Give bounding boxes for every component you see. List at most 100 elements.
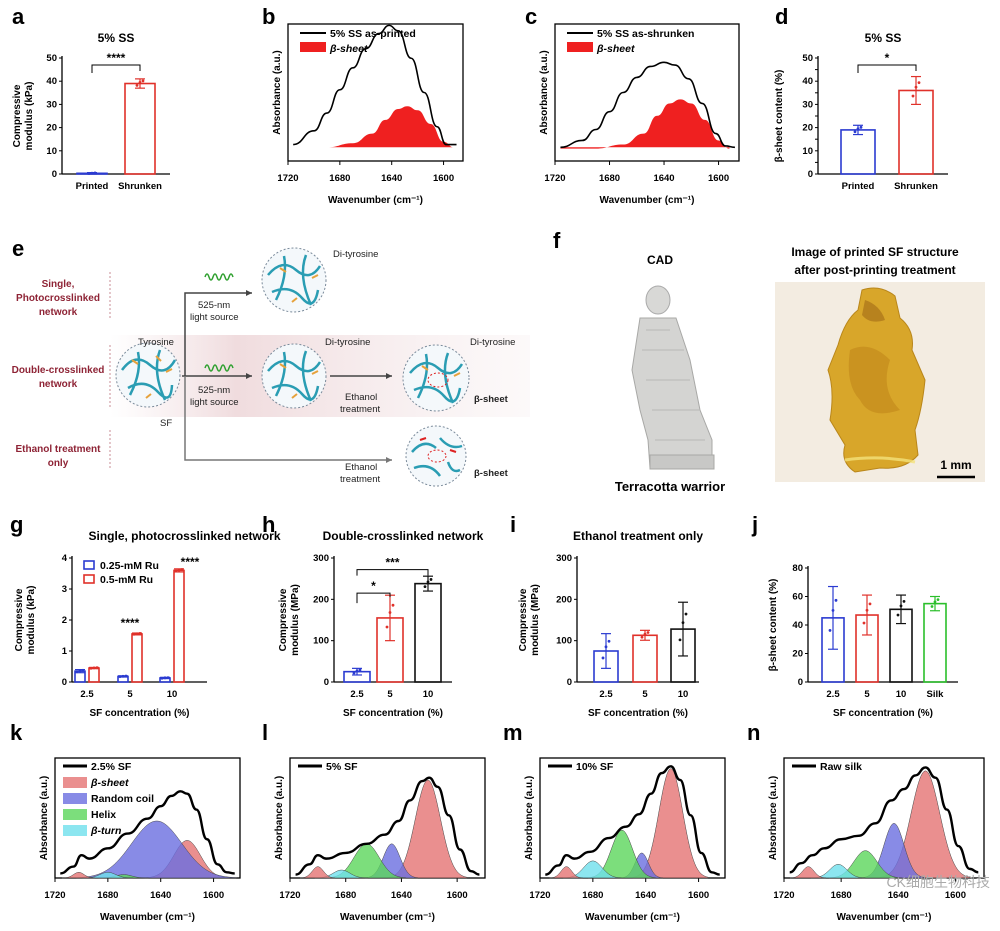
x-tick-label: 1680 (599, 173, 620, 184)
bar-0-5-mm-ru (88, 667, 100, 683)
watermark: CK细胞生物科技 (886, 874, 990, 890)
di-tyrosine-marks (421, 365, 461, 377)
x-tick-label: Printed (842, 181, 875, 192)
printed-title-2: after post-printing treatment (794, 263, 955, 277)
legend-label: 0.5-mM Ru (100, 574, 153, 586)
arrow-head (246, 290, 252, 296)
x-axis-label: Wavenumber (cm⁻¹) (328, 195, 423, 206)
chart-h: 0 100 200 300 Double-crosslinked network Comp… (278, 529, 484, 719)
y-tick-label: 200 (313, 594, 329, 605)
cad-warrior-figure (631, 285, 715, 470)
x-tick-label: 1720 (277, 173, 298, 184)
data-point (828, 629, 832, 632)
x-tick-label: 10 (167, 689, 178, 700)
x-tick-label: 1640 (653, 173, 674, 184)
y-label-line: modulus (MPa) (290, 584, 301, 656)
x-tick-label: 1600 (447, 890, 468, 901)
legend-label: β-sheet (596, 43, 635, 55)
panel-label-k: k (10, 720, 23, 745)
panel-label-f: f (553, 228, 561, 253)
total-spectrum (545, 765, 720, 876)
data-point (902, 599, 906, 603)
data-point (853, 130, 857, 134)
data-point (92, 666, 96, 670)
chart-j: 0 20 40 60 80 β-sheet content (%) SF concentra… (768, 563, 958, 719)
y-label-line: Compressive (14, 588, 25, 651)
y-tick-label: 10 (802, 146, 813, 157)
chart-k: 1720 1680 1640 1600 Wavenumber (cm⁻¹) Absorba… (39, 757, 241, 923)
data-point (141, 79, 145, 83)
y-axis-label: β-sheet content (%) (774, 70, 785, 163)
beta-sheet-marks (419, 437, 457, 453)
arrow-head (246, 373, 252, 379)
panel-label-e: e (12, 236, 24, 261)
data-point (174, 569, 178, 573)
double-circle-1 (261, 343, 327, 409)
x-tick-label: 1640 (391, 890, 412, 901)
data-point (138, 81, 142, 84)
chart-m: 1720 1680 1640 1600 Wavenumber (cm⁻¹) Absorba… (524, 757, 726, 923)
panel-label-i: i (510, 512, 516, 537)
schematic-e: Single, Photocrosslinked network Double-… (12, 247, 530, 487)
x-axis-label: SF concentration (%) (343, 708, 443, 719)
y-tick-label: 100 (313, 636, 329, 647)
y-tick-label: 20 (46, 123, 57, 134)
y-label-line: modulus (kPa) (24, 82, 35, 151)
x-tick-label: Silk (927, 689, 945, 700)
x-axis-label: SF concentration (%) (833, 708, 933, 719)
legend-swatch (63, 777, 87, 788)
x-tick-label: 5 (127, 689, 133, 700)
data-point (640, 635, 644, 639)
panel-label-n: n (747, 720, 760, 745)
legend-swatch (83, 574, 95, 584)
scale-bar-label: 1 mm (940, 458, 971, 472)
data-point (124, 674, 128, 678)
legend-label: Raw silk (820, 761, 862, 773)
chart-a: 0 10 20 30 40 50 5% SS Compressivemodulus (kPa)… (12, 31, 170, 192)
x-tick-label: 1600 (688, 890, 709, 901)
di-tyrosine-label: Di-tyrosine (470, 337, 515, 348)
data-point (391, 603, 395, 607)
bar-0-5-mm-ru (173, 569, 185, 683)
y-tick-label: 40 (46, 76, 57, 87)
x-tick-label: 5 (387, 689, 393, 700)
ethanol-circle (405, 425, 467, 487)
absorbance-curve (560, 61, 735, 149)
x-tick-label: 1640 (381, 173, 402, 184)
x-tick-label: 2.5 (350, 689, 364, 700)
data-point (859, 125, 863, 129)
legend-label: Random coil (91, 793, 154, 805)
x-tick-label: 2.5 (80, 689, 94, 700)
data-point (429, 578, 433, 581)
panel-label-d: d (775, 4, 788, 29)
x-tick-label: 1680 (329, 173, 350, 184)
tyrosine-label: Tyrosine (138, 337, 174, 348)
data-point (132, 632, 136, 636)
y-label-line: Compressive (278, 588, 289, 651)
y-axis-label: β-sheet content (%) (768, 579, 779, 672)
y-tick-label: 3 (62, 584, 67, 595)
chart-title: 5% SS (98, 31, 135, 45)
plot-frame (287, 23, 464, 162)
x-tick-label: 10 (423, 689, 434, 700)
data-point (868, 602, 872, 606)
bar-0-5-mm-ru (131, 633, 143, 683)
total-spectrum (60, 790, 235, 875)
data-point (87, 172, 91, 175)
data-point (81, 668, 85, 672)
y-tick-label: 20 (792, 649, 803, 660)
di-tyrosine-marks (279, 267, 319, 303)
y-tick-label: 0 (808, 169, 813, 180)
y-tick-label: 60 (792, 592, 803, 603)
data-point (160, 676, 164, 680)
legend-label: 5% SS as-shrunken (597, 28, 694, 40)
significance-bracket (356, 569, 429, 576)
data-point (138, 632, 142, 635)
data-point (899, 604, 903, 608)
y-tick-label: 100 (556, 636, 572, 647)
panel-label-b: b (262, 4, 275, 29)
y-tick-label: 50 (46, 53, 57, 64)
x-tick-label: 1680 (831, 890, 852, 901)
x-tick-label: 1720 (279, 890, 300, 901)
beta-sheet-area (293, 106, 454, 148)
